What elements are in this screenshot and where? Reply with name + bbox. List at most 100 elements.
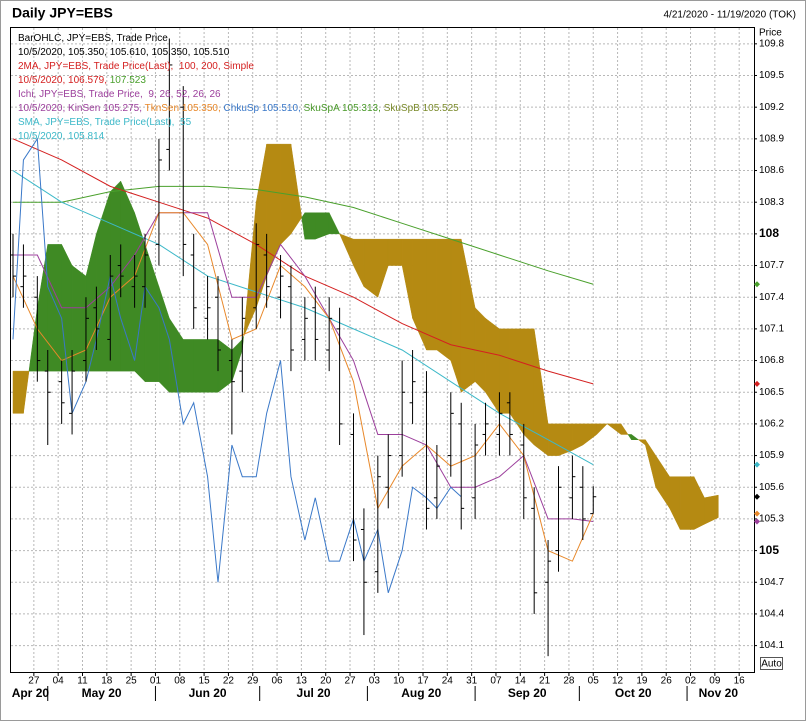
x-tick-label: 14 [515, 676, 527, 687]
ichimoku-cloud [499, 328, 511, 414]
y-tick-label: 108.9 [759, 133, 784, 144]
y-tick-label: 108.3 [759, 197, 784, 208]
y-tick-label: 107.1 [759, 324, 784, 335]
last-value-marker [754, 461, 760, 468]
x-tick-label: 27 [28, 676, 40, 687]
x-tick-label: 08 [174, 676, 186, 687]
legend-text: 10/5/2020, KinSen 105.275, [18, 103, 145, 114]
legend-line: BarOHLC, JPY=EBS, Trade Price [18, 33, 168, 44]
y-tick-label: 109.8 [759, 38, 784, 49]
legend-text: BarOHLC, JPY=EBS, Trade Price [18, 33, 168, 44]
x-tick-label: 29 [247, 676, 259, 687]
ichimoku-cloud [704, 494, 719, 525]
auto-button-box[interactable] [760, 657, 783, 670]
month-label: Nov 20 [699, 686, 739, 700]
x-tick-label: 27 [344, 676, 356, 687]
x-tick-label: 13 [296, 676, 308, 687]
y-tick-label: 104.7 [759, 577, 784, 588]
y-tick-label: 105.6 [759, 482, 784, 493]
month-label: Aug 20 [401, 686, 441, 700]
ichimoku-cloud [363, 238, 379, 298]
x-tick-label: 05 [588, 676, 600, 687]
month-label: Oct 20 [615, 686, 652, 700]
ichimoku-cloud [207, 339, 219, 393]
y-tick-label: 108.6 [759, 165, 784, 176]
x-tick-label: 03 [369, 676, 381, 687]
y-tick-label: 104.4 [759, 609, 784, 620]
y-tick-label: 105.3 [759, 514, 784, 525]
last-value-marker [754, 493, 760, 500]
ichimoku-cloud [631, 433, 640, 440]
legend-text: 107.523 [110, 75, 147, 86]
legend-text: ChkuSp 105.510, [224, 103, 304, 114]
ichimoku-cloud [183, 339, 194, 393]
legend-text: Ichi, JPY=EBS, Trade Price, 9, 26, 52, 2… [18, 89, 221, 100]
legend-text: 2MA, JPY=EBS, Trade Price(Last), 100, 20… [18, 61, 254, 72]
y-tick-label: 106.5 [759, 387, 784, 398]
ichimoku-cloud [558, 423, 573, 456]
legend-line: 10/5/2020, 105.350, 105.610, 105.350, 10… [18, 47, 230, 58]
x-tick-label: 07 [490, 676, 502, 687]
x-tick-label: 06 [272, 676, 284, 687]
x-tick-label: 16 [734, 676, 746, 687]
legend-line: 10/5/2020, KinSen 105.275, TknSen 105.35… [18, 103, 459, 114]
auto-button[interactable]: Auto [760, 657, 783, 670]
y-tick-label: 105 [759, 543, 779, 557]
legend-text: 10/5/2020, 105.814 [18, 131, 105, 142]
x-tick-label: 24 [442, 676, 454, 687]
last-value-marker [754, 518, 760, 525]
ichimoku-cloud [23, 370, 30, 414]
legend-line: 10/5/2020, 105.814 [18, 131, 105, 142]
legend-text: 10/5/2020, 106.579, [18, 75, 110, 86]
legend-text: 10/5/2020, 105.350, 105.610, 105.350, 10… [18, 47, 230, 58]
legend-text: SkuSpB 105.525 [384, 103, 459, 114]
legend-line: 2MA, JPY=EBS, Trade Price(Last), 100, 20… [18, 61, 254, 72]
x-tick-label: 01 [150, 676, 162, 687]
legend-line: Ichi, JPY=EBS, Trade Price, 9, 26, 52, 2… [18, 89, 221, 100]
ichimoku-cloud [290, 144, 302, 235]
y-tick-label: 107.7 [759, 260, 784, 271]
x-tick-label: 26 [661, 676, 673, 687]
x-tick-label: 25 [126, 676, 138, 687]
indicator-line [12, 137, 462, 593]
y-tick-label: 108 [759, 226, 779, 240]
x-tick-label: 15 [199, 676, 211, 687]
legend-line: SMA, JPY=EBS, Trade Price(Last), 55 [18, 117, 192, 128]
legend-text: SkuSpA 105.313, [304, 103, 384, 114]
legend-text: TknSen 105.350, [145, 103, 224, 114]
x-tick-label: 04 [53, 676, 65, 687]
ichimoku-cloud [387, 238, 403, 266]
ichimoku-cloud [12, 370, 24, 414]
y-tick-label: 109.5 [759, 70, 784, 81]
last-value-marker [754, 380, 760, 387]
chart-title: Daily JPY=EBS [12, 5, 113, 21]
x-tick-label: 22 [223, 676, 235, 687]
month-label: Jun 20 [189, 686, 227, 700]
month-label: Apr 20 [12, 686, 50, 700]
ichimoku-cloud [679, 476, 695, 530]
ichimoku-cloud [304, 212, 316, 240]
date-range: 4/21/2020 - 11/19/2020 (TOK) [664, 10, 797, 21]
ichimoku-cloud [426, 238, 438, 351]
auto-button-label[interactable]: Auto [761, 659, 782, 670]
last-value-marker [754, 281, 760, 288]
month-label: May 20 [82, 686, 122, 700]
y-tick-label: 106.8 [759, 355, 784, 366]
ichimoku-cloud [328, 212, 341, 235]
ichimoku-cloud [620, 423, 629, 435]
ichimoku-cloud [193, 339, 208, 393]
x-tick-label: 12 [612, 676, 624, 687]
x-tick-label: 02 [685, 676, 697, 687]
indicator-line [13, 185, 594, 285]
x-tick-label: 19 [636, 676, 648, 687]
y-axis-label: Price [759, 28, 782, 39]
month-label: Jul 20 [297, 686, 331, 700]
ichimoku-cloud [547, 423, 559, 456]
x-tick-label: 31 [466, 676, 478, 687]
y-tick-label: 104.1 [759, 640, 784, 651]
month-label: Sep 20 [508, 686, 547, 700]
y-tick-label: 106.2 [759, 419, 784, 430]
y-tick-label: 109.2 [759, 102, 784, 113]
y-tick-label: 105.9 [759, 450, 784, 461]
